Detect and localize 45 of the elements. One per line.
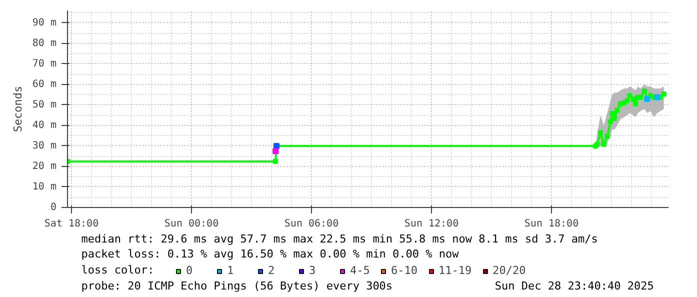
legend-label: 20/20 [492,264,526,277]
legend-label: 2 [268,264,276,277]
y-tick-label: 70 m [32,58,57,70]
y-tick-label: 80 m [32,38,57,49]
point [608,119,613,124]
point [638,94,643,100]
x-tick-label: Sun 06:00 [284,218,339,230]
legend-label: 1 [227,264,235,277]
point [601,142,606,147]
point [633,101,638,106]
text: packet loss: 0.13 % avg 16.50 % max 0.00 % min 0.00 % now [81,248,460,260]
x-tick-label: Sun 18:00 [524,218,579,230]
text: median rtt: 29.6 ms avg 57.7 ms max 22.5 ms min 55.8 ms now 8.1 ms sd 3.7 am/s [81,232,598,246]
point [612,116,617,121]
point [624,98,630,104]
point [614,108,620,113]
legend-label: 4-5 [350,264,370,277]
point [661,92,666,97]
point [610,111,615,116]
point [630,96,636,102]
point [642,88,647,94]
y-tick-label: 30 m [32,140,57,152]
y-tick-label: 90 m [32,17,57,28]
y-tick-label: 10 m [32,181,57,192]
legend-label: 6-10 [391,264,418,277]
point [598,130,603,136]
y-tick-label: 20 m [32,160,57,172]
y-tick-label: 60 m [32,78,57,90]
legend-label: 0 [186,264,194,277]
text: probe: 20 ICMP Echo Pings (56 Bytes) every 300s [81,280,393,292]
y-tick-label: 40 m [32,120,57,131]
x-tick-label: Sun 12:00 [404,218,459,230]
x-tick-label: Sun 00:00 [164,218,219,230]
text: Sun Dec 28 23:40:40 2025 [494,280,654,292]
y-tick-label: 50 m [32,99,57,110]
y-axis-title: Seconds [11,86,24,132]
point [604,134,610,139]
point [273,158,278,164]
x-tick-label: Sat 18:00 [44,218,99,230]
legend-label: 11-19 [438,264,472,277]
point [627,93,632,98]
y-tick-label: 0 [50,202,57,213]
legend-title: loss color: [81,264,154,276]
point [272,148,278,154]
legend-label: 3 [309,264,317,277]
